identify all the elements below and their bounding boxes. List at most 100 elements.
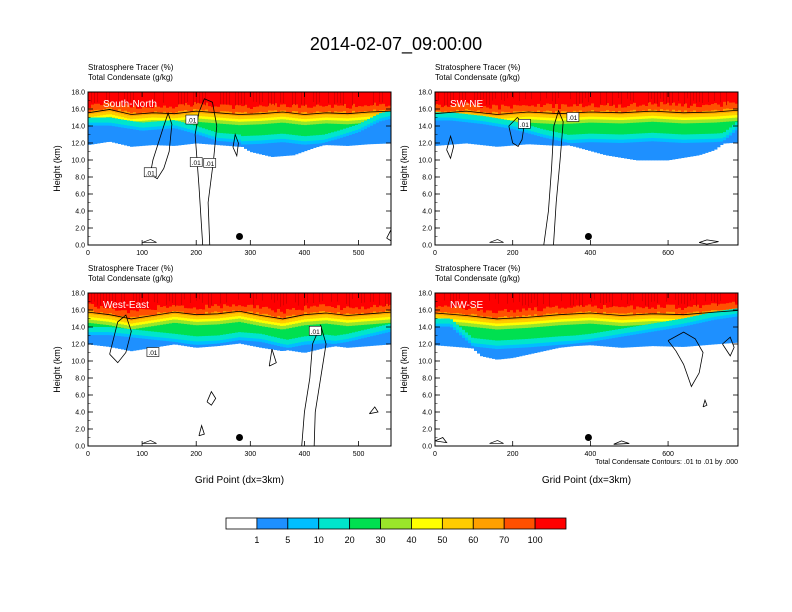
tracer-band: [678, 119, 682, 124]
tracer-band: [570, 139, 574, 144]
tracer-band: [480, 112, 484, 115]
tracer-band: [247, 317, 251, 321]
tracer-band: [112, 118, 116, 124]
tracer-band: [271, 310, 275, 317]
tracer-band: [555, 293, 559, 307]
tracer-band: [684, 103, 688, 111]
tracer-band: [187, 343, 191, 347]
tracer-band: [220, 315, 224, 319]
tracer-band: [558, 325, 562, 337]
tracer-band: [648, 308, 652, 315]
tracer-band: [456, 329, 460, 334]
tracer-column: [513, 293, 517, 358]
tracer-band: [549, 138, 553, 146]
tracer-band: [376, 114, 380, 121]
tracer-band: [334, 324, 338, 337]
tracer-band: [304, 116, 308, 120]
tracer-band: [328, 114, 332, 119]
tracer-band: [570, 293, 574, 309]
tracer-band: [489, 92, 493, 110]
tracer-band: [322, 320, 326, 325]
tracer-band: [379, 104, 383, 111]
tracer-band: [540, 114, 544, 118]
tracer-band: [594, 122, 598, 135]
tracer-band: [262, 323, 266, 327]
tracer-band: [370, 117, 374, 124]
y-tick-label: 12.0: [418, 342, 432, 349]
tracer-band: [154, 293, 158, 311]
tracer-band: [349, 131, 353, 136]
tracer-band: [292, 343, 296, 348]
tracer-band: [576, 134, 580, 140]
tracer-band: [492, 125, 496, 147]
tracer-band: [495, 118, 499, 124]
tracer-band: [334, 340, 338, 345]
tracer-band: [145, 318, 149, 322]
tracer-band: [549, 322, 553, 327]
tracer-band: [265, 140, 269, 144]
tracer-band: [621, 134, 625, 140]
tracer-band: [543, 293, 547, 309]
tracer-column: [651, 293, 655, 347]
tracer-streak: [133, 92, 134, 105]
tracer-band: [247, 323, 251, 334]
tracer-band: [666, 122, 670, 135]
tracer-streak: [370, 293, 371, 302]
tracer-band: [516, 127, 520, 131]
tracer-band: [735, 115, 738, 119]
tracer-column: [558, 92, 562, 146]
tracer-band: [594, 142, 598, 153]
tracer-band: [675, 324, 679, 329]
condensate-contour: [301, 324, 327, 446]
tracer-band: [289, 328, 293, 340]
tracer-band: [139, 92, 143, 109]
tracer-band: [388, 313, 391, 318]
tracer-band: [151, 129, 155, 146]
tracer-band: [633, 142, 637, 160]
tracer-band: [597, 119, 601, 124]
tracer-band: [657, 315, 661, 320]
tracer-band: [154, 310, 158, 316]
tracer-band: [600, 331, 604, 338]
tracer-band: [705, 293, 709, 306]
tracer-band: [232, 338, 236, 342]
tracer-column: [148, 92, 152, 146]
tracer-band: [169, 120, 173, 126]
tracer-band: [615, 123, 619, 135]
tracer-band: [295, 317, 299, 322]
tracer-band: [453, 327, 457, 331]
tracer-band: [600, 92, 604, 106]
tracer-band: [453, 112, 457, 119]
tracer-band: [711, 122, 715, 135]
tracer-band: [678, 313, 682, 317]
tracer-column: [292, 92, 296, 156]
y-axis-label: Height (km): [52, 346, 62, 393]
tracer-column: [352, 293, 356, 348]
tracer-band: [690, 114, 694, 118]
tracer-band: [106, 327, 110, 333]
tracer-band: [675, 316, 679, 320]
tracer-band: [151, 293, 155, 311]
tracer-band: [558, 92, 562, 110]
tracer-band: [307, 135, 311, 142]
tracer-band: [534, 132, 538, 136]
tracer-band: [88, 322, 92, 328]
tracer-band: [717, 92, 721, 105]
tracer-band: [280, 92, 284, 105]
tracer-streak: [693, 293, 694, 300]
tracer-band: [489, 319, 493, 324]
tracer-band: [654, 118, 658, 123]
tracer-band: [157, 305, 161, 313]
tracer-streak: [648, 293, 649, 307]
tracer-band: [373, 318, 377, 322]
tracer-band: [726, 314, 730, 319]
tracer-band: [109, 306, 113, 314]
tracer-band: [687, 139, 691, 144]
tracer-streak: [109, 293, 110, 303]
panel-title-line-2: Total Condensate (g/kg): [435, 73, 520, 82]
tracer-band: [325, 334, 329, 341]
tracer-band: [328, 324, 332, 336]
tracer-band: [316, 115, 320, 119]
tracer-band: [265, 326, 269, 336]
tracer-streak: [561, 293, 562, 302]
